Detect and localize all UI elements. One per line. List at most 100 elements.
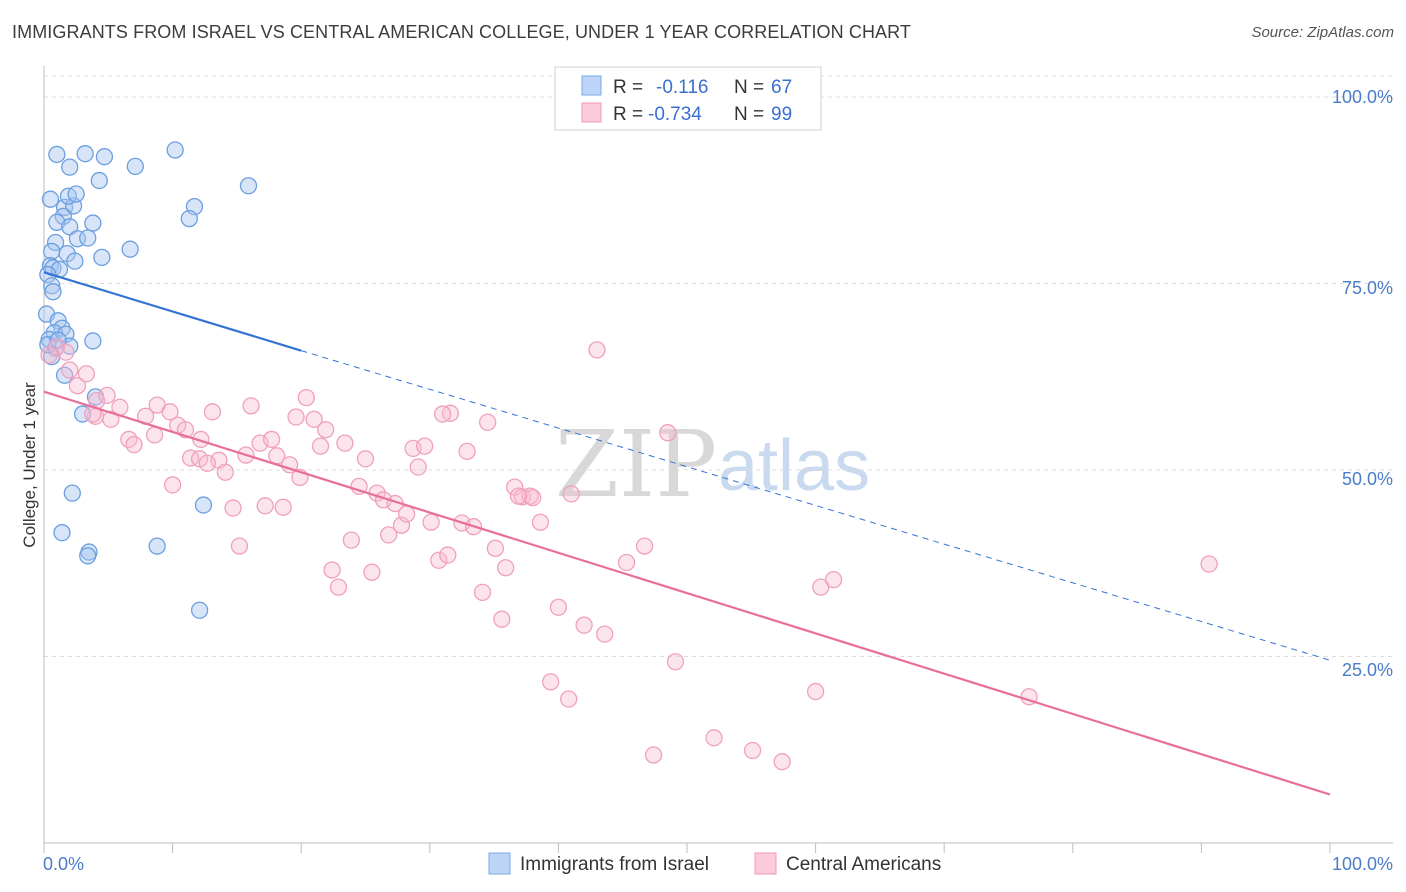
trend-line-central: [43, 390, 1331, 796]
data-point-israel: [54, 207, 72, 226]
data-point-central: [743, 741, 762, 760]
data-point-central: [1200, 555, 1218, 573]
series-legend-swatch-central: [754, 852, 777, 875]
data-point-israel: [190, 601, 209, 619]
data-point-central: [262, 430, 281, 449]
data-point-central: [316, 421, 335, 439]
data-point-central: [203, 403, 222, 421]
data-point-central: [575, 616, 593, 634]
data-point-central: [493, 610, 511, 628]
data-point-israel: [76, 145, 94, 163]
data-point-central: [98, 386, 116, 405]
data-point-central: [125, 435, 143, 454]
data-point-israel: [95, 148, 114, 166]
data-point-central: [416, 437, 434, 455]
y-tick-label-75: 75.0%: [1342, 278, 1393, 298]
stats-legend: R = -0.116 N = 67 R = -0.734 N = 99: [554, 66, 822, 131]
y-tick-label-100: 100.0%: [1332, 87, 1393, 107]
stats-legend-r-value-central: -0.734: [648, 104, 702, 125]
data-point-central: [430, 551, 448, 569]
data-point-central: [644, 746, 663, 764]
data-point-central: [230, 537, 249, 555]
y-tick-label-50: 50.0%: [1342, 469, 1393, 489]
data-point-central: [102, 410, 120, 428]
series-legend: Immigrants from Israel Central Americans: [488, 852, 941, 875]
data-point-israel: [79, 229, 97, 247]
data-point-israel: [63, 484, 81, 502]
data-point-central: [486, 539, 505, 557]
data-point-central: [274, 498, 292, 516]
data-point-central: [509, 487, 528, 505]
data-point-israel: [239, 177, 258, 195]
y-axis-label: College, Under 1 year: [20, 382, 39, 548]
data-point-central: [379, 526, 398, 544]
data-point-central: [256, 497, 274, 515]
stats-legend-swatch-israel: [581, 75, 602, 96]
data-point-israel: [44, 283, 62, 301]
data-point-israel: [48, 145, 66, 164]
data-point-israel: [55, 366, 74, 384]
stats-legend-r-value-israel: -0.116: [656, 77, 708, 98]
central-american-points: [40, 338, 1218, 771]
data-point-central: [588, 341, 606, 359]
data-point-central: [596, 625, 614, 643]
data-point-central: [77, 365, 96, 383]
x-tick-label-min: 0.0%: [43, 854, 84, 874]
data-point-israel: [53, 524, 71, 542]
data-point-central: [497, 559, 515, 577]
data-point-central: [473, 583, 492, 601]
data-point-israel: [166, 141, 184, 159]
grid-lines: [44, 75, 1393, 657]
data-point-central: [181, 449, 200, 467]
data-point-central: [61, 361, 79, 379]
stats-legend-swatch-central: [581, 102, 602, 123]
data-point-central: [635, 537, 654, 555]
data-point-israel: [49, 331, 67, 349]
data-point-israel: [148, 537, 166, 555]
series-legend-label-central: Central Americans: [786, 854, 941, 875]
data-point-central: [773, 753, 791, 771]
data-point-central: [398, 505, 416, 523]
data-point-central: [524, 488, 542, 507]
data-point-central: [705, 729, 723, 747]
data-point-central: [336, 434, 354, 452]
data-point-israel: [90, 171, 108, 190]
stats-legend-n-label-israel: N =: [734, 77, 764, 98]
data-point-central: [531, 513, 550, 531]
data-point-central: [659, 424, 677, 442]
data-point-israel: [79, 547, 97, 565]
data-point-israel: [194, 496, 213, 514]
data-point-central: [562, 485, 580, 503]
data-point-central: [224, 499, 242, 517]
data-point-israel: [43, 242, 61, 261]
data-point-central: [68, 377, 87, 395]
watermark-atlas: atlas: [718, 426, 870, 506]
data-point-central: [812, 578, 830, 596]
data-point-central: [342, 531, 361, 549]
data-point-central: [549, 598, 568, 616]
y-tick-label-25: 25.0%: [1342, 660, 1393, 680]
data-point-central: [617, 553, 636, 572]
data-point-central: [57, 343, 75, 361]
data-point-central: [434, 405, 452, 423]
source-label: Source: ZipAtlas.com: [1251, 24, 1394, 41]
trend-line-israel: [43, 271, 302, 352]
data-point-central: [806, 682, 825, 701]
data-point-central: [409, 458, 427, 476]
data-point-israel: [126, 157, 144, 176]
data-point-central: [311, 437, 330, 455]
data-point-israel: [48, 213, 66, 231]
data-point-israel: [61, 218, 79, 236]
data-point-central: [542, 673, 560, 691]
data-point-israel: [46, 233, 65, 252]
data-point-central: [479, 413, 497, 431]
data-point-israel: [61, 158, 79, 176]
series-legend-label-israel: Immigrants from Israel: [520, 854, 709, 875]
data-point-central: [363, 563, 381, 581]
data-point-central: [48, 338, 66, 356]
data-point-central: [287, 408, 305, 426]
data-point-israel: [93, 248, 111, 267]
watermark-zip: ZIP: [555, 411, 717, 518]
chart-title: IMMIGRANTS FROM ISRAEL VS CENTRAL AMERIC…: [12, 22, 912, 42]
